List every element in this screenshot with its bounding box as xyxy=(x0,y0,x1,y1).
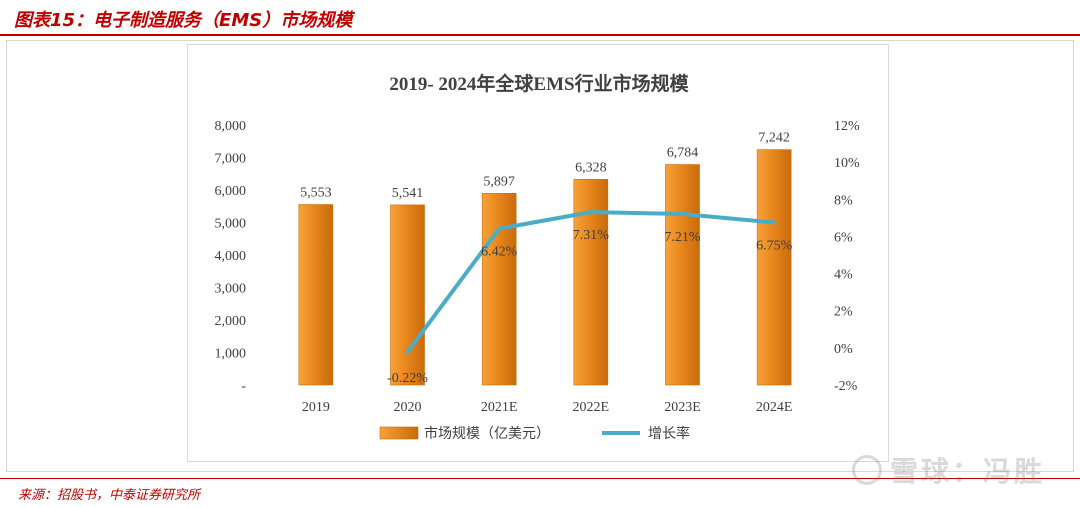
y-tick-label: 4,000 xyxy=(215,249,247,264)
bar-value-label: 5,541 xyxy=(392,186,424,201)
bar xyxy=(298,204,334,386)
growth-value-label: 6.42% xyxy=(481,245,517,260)
bar xyxy=(390,204,425,386)
y2-tick-label: 8% xyxy=(834,193,853,208)
chart-title: 2019- 2024年全球EMS行业市场规模 xyxy=(389,72,689,95)
growth-point xyxy=(498,228,500,230)
y-tick-label: 6,000 xyxy=(215,184,247,199)
y2-tick-label: 2% xyxy=(834,305,853,320)
y-tick-label: 3,000 xyxy=(215,282,247,297)
legend-bar-label: 市场规模（亿美元） xyxy=(424,425,550,442)
y2-tick-label: 4% xyxy=(834,268,853,283)
x-tick-label: 2021E xyxy=(481,400,518,415)
y2-tick-label: 0% xyxy=(834,342,853,357)
bar-value-label: 6,328 xyxy=(575,160,607,175)
figure-footer: 来源：招股书，中泰证券研究所 xyxy=(0,478,1080,507)
figure-frame xyxy=(6,40,1074,472)
chart-svg: - 1,000 2,000 3,000 4,000 5,000 6,000 7,000 8,00… xyxy=(215,72,861,442)
snowball-logo-icon xyxy=(852,455,882,485)
growth-value-label: -0.22% xyxy=(387,371,428,386)
watermark-text: 雪球：冯胜 xyxy=(890,455,1046,488)
y-tick-label: 8,000 xyxy=(215,119,247,134)
growth-point xyxy=(682,213,683,215)
growth-value-label: 6.75% xyxy=(756,239,793,254)
y2-tick-label: 10% xyxy=(834,156,860,171)
bar xyxy=(481,193,517,386)
x-tick-label: 2022E xyxy=(573,400,610,415)
source-note: 来源：招股书，中泰证券研究所 xyxy=(18,488,201,503)
growth-value-label: 7.31% xyxy=(573,228,610,243)
bar xyxy=(756,149,792,386)
legend-bar-swatch xyxy=(379,426,419,440)
bar xyxy=(665,164,700,386)
bar-value-label: 5,897 xyxy=(483,174,514,189)
y-tick-label: 1,000 xyxy=(215,347,247,362)
figure-header: 图表15：电子制造服务（EMS）市场规模 xyxy=(0,0,1080,36)
bar-value-label: 5,553 xyxy=(300,186,332,201)
x-tick-label: 2023E xyxy=(664,400,701,415)
growth-point xyxy=(773,222,775,223)
y-tick-label: 7,000 xyxy=(215,152,247,167)
growth-point xyxy=(590,211,592,213)
y2-tick-label: -2% xyxy=(834,379,858,394)
chart-container: - 1,000 2,000 3,000 4,000 5,000 6,000 7,000 8,00… xyxy=(187,44,889,462)
growth-value-label: 7.21% xyxy=(664,230,701,245)
y-tick-label: 2,000 xyxy=(215,314,247,329)
y2-tick-label: 6% xyxy=(834,230,853,245)
figure-title: 图表15：电子制造服务（EMS）市场规模 xyxy=(14,10,353,31)
x-tick-label: 2024E xyxy=(756,400,793,415)
watermark: 雪球：冯胜 xyxy=(852,450,1045,494)
growth-point xyxy=(407,351,408,353)
y-tick-label: - xyxy=(241,379,246,394)
x-tick-label: 2019 xyxy=(302,400,330,415)
x-tick-label: 2020 xyxy=(394,400,422,415)
y-tick-label: 5,000 xyxy=(215,217,247,232)
legend-line-label: 增长率 xyxy=(648,425,690,442)
y2-tick-label: 12% xyxy=(834,119,860,134)
bar-value-label: 6,784 xyxy=(667,146,699,161)
bar-value-label: 7,242 xyxy=(758,131,790,146)
